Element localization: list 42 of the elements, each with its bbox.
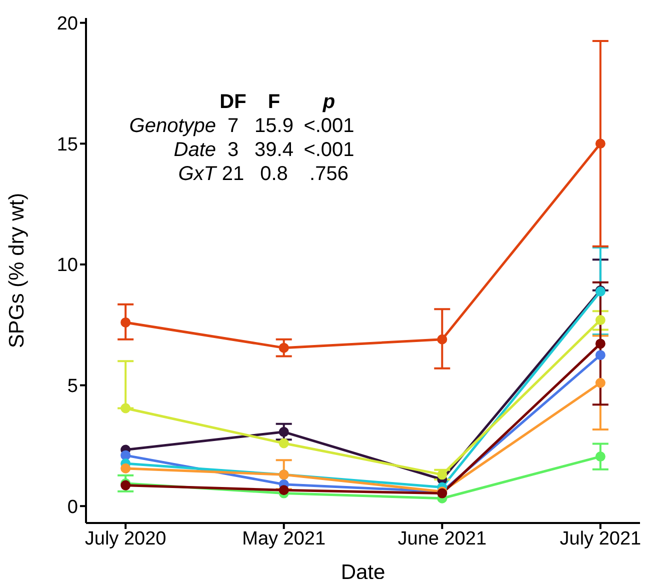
annotation: .756 bbox=[308, 162, 350, 186]
point bbox=[278, 485, 289, 496]
y-tick-label: 15 bbox=[56, 134, 78, 156]
point bbox=[595, 378, 606, 388]
annotation: 15.9 bbox=[254, 114, 294, 138]
annotation: <.001 bbox=[302, 138, 356, 162]
point bbox=[437, 334, 448, 344]
y-tick-label: 0 bbox=[67, 496, 78, 518]
annotation: Date bbox=[172, 138, 216, 162]
annotation: DF bbox=[218, 90, 248, 114]
point bbox=[595, 350, 606, 360]
annotation: <.001 bbox=[302, 114, 356, 138]
annotation: Genotype bbox=[128, 114, 216, 138]
x-tick-label: July 2020 bbox=[84, 528, 166, 550]
point bbox=[595, 138, 606, 149]
point bbox=[278, 438, 289, 448]
x-tick-label: June 2021 bbox=[398, 528, 487, 550]
annotation: 0.8 bbox=[259, 162, 289, 186]
point bbox=[278, 342, 289, 353]
y-tick-label: 20 bbox=[56, 14, 78, 35]
point bbox=[120, 403, 131, 414]
point bbox=[595, 452, 606, 462]
point bbox=[120, 317, 131, 328]
y-axis-title: SPGs (% dry wt) bbox=[5, 192, 28, 348]
x-tick-label: May 2021 bbox=[242, 528, 326, 550]
annotation: 21 bbox=[220, 162, 246, 186]
annotation: 39.4 bbox=[254, 138, 294, 162]
x-axis-title: Date bbox=[340, 561, 386, 584]
annotation: F bbox=[266, 90, 282, 114]
point bbox=[120, 450, 131, 460]
annotation: 3 bbox=[226, 138, 240, 162]
point bbox=[595, 338, 606, 349]
point bbox=[595, 315, 606, 326]
point bbox=[278, 426, 289, 437]
point bbox=[120, 463, 131, 474]
annotation: p bbox=[322, 90, 336, 114]
y-tick-label: 5 bbox=[67, 376, 78, 398]
annotation: 7 bbox=[226, 114, 240, 138]
point bbox=[437, 470, 448, 480]
x-tick-label: July 2021 bbox=[560, 528, 642, 550]
y-tick-label: 10 bbox=[56, 255, 78, 276]
annotation: GxT bbox=[177, 162, 216, 186]
